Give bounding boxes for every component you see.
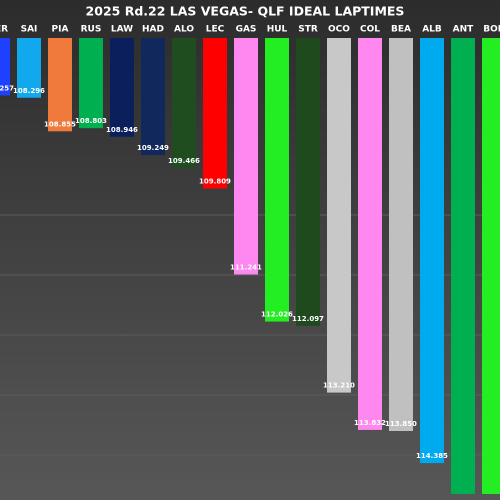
x-tick-label: LAW bbox=[111, 25, 133, 35]
bar bbox=[203, 38, 227, 189]
x-tick-label: BEA bbox=[391, 25, 411, 35]
bar bbox=[296, 38, 320, 326]
bar bbox=[327, 38, 351, 393]
x-tick-label: ALO bbox=[174, 25, 194, 35]
value-label: 112.097 bbox=[292, 315, 324, 323]
x-tick-label: RUS bbox=[81, 25, 102, 35]
value-label: 114.385 bbox=[416, 452, 448, 460]
x-tick-label: LEC bbox=[206, 25, 225, 35]
value-label: 109.466 bbox=[168, 157, 200, 165]
value-label: 113.850 bbox=[385, 420, 417, 428]
value-label: 109.809 bbox=[199, 178, 231, 186]
bar bbox=[234, 38, 258, 275]
bar bbox=[358, 38, 382, 430]
value-label: 108.946 bbox=[106, 126, 138, 134]
x-tick-label: BOR bbox=[483, 25, 500, 35]
x-tick-label: ANT bbox=[453, 25, 474, 35]
value-label: 113.210 bbox=[323, 382, 355, 390]
x-tick-label: HAD bbox=[142, 25, 164, 35]
x-tick-label: COL bbox=[360, 25, 380, 35]
bar bbox=[141, 38, 165, 155]
bar bbox=[265, 38, 289, 322]
bar bbox=[420, 38, 444, 464]
chart-title: 2025 Rd.22 LAS VEGAS- QLF IDEAL LAPTIMES bbox=[86, 4, 405, 19]
value-label: 108.855 bbox=[44, 120, 76, 128]
value-label: 108.257 bbox=[0, 84, 14, 92]
x-tick-label: STR bbox=[298, 25, 318, 35]
x-tick-label: VER bbox=[0, 25, 8, 35]
x-tick-label: ALB bbox=[422, 25, 442, 35]
bar bbox=[110, 38, 134, 137]
bar bbox=[17, 38, 41, 98]
bar bbox=[451, 38, 475, 494]
x-tick-label: OCO bbox=[328, 25, 350, 35]
bar bbox=[79, 38, 103, 129]
value-label: 108.296 bbox=[13, 87, 45, 95]
value-label: 112.026 bbox=[261, 311, 293, 319]
bar bbox=[48, 38, 72, 132]
value-label: 109.249 bbox=[137, 144, 169, 152]
bar bbox=[0, 38, 10, 96]
bar bbox=[482, 38, 500, 494]
value-label: 111.241 bbox=[230, 263, 262, 271]
bar bbox=[172, 38, 196, 168]
bar bbox=[389, 38, 413, 431]
value-label: 113.832 bbox=[354, 419, 386, 427]
x-tick-label: HUL bbox=[267, 25, 288, 35]
value-label: 108.803 bbox=[75, 117, 107, 125]
x-tick-label: PIA bbox=[52, 25, 69, 35]
x-tick-label: GAS bbox=[236, 25, 257, 35]
x-tick-label: SAI bbox=[21, 25, 38, 35]
